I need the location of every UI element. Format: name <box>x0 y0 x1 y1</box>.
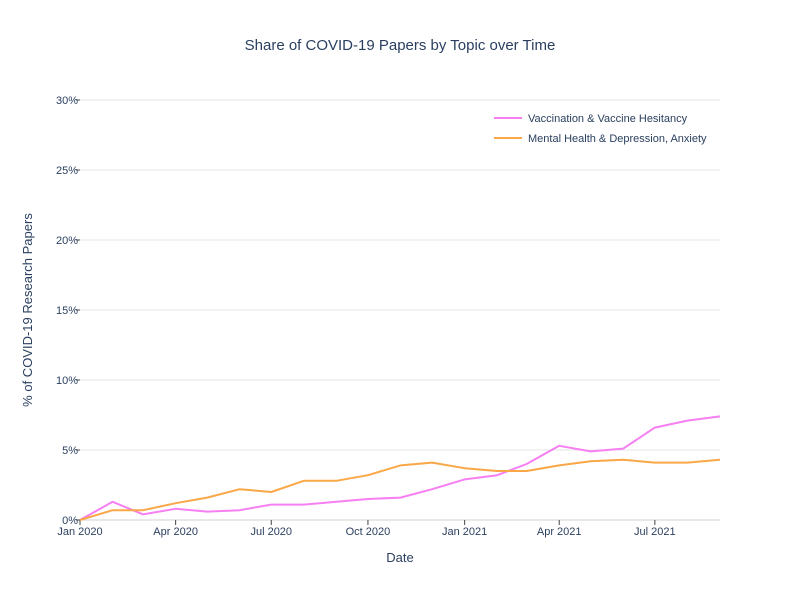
y-tick-label: 30% <box>56 95 78 107</box>
legend: Vaccination & Vaccine Hesitancy Mental He… <box>494 113 707 145</box>
y-tick-label: 20% <box>56 235 78 247</box>
grid <box>80 99 720 451</box>
x-tick-label: Jul 2021 <box>634 526 676 538</box>
chart-title: Share of COVID-19 Papers by Topic over T… <box>245 37 556 54</box>
x-tick-label: Jul 2020 <box>250 526 292 538</box>
axes: 0% 5% 10% 15% 20% 25% 30% Jan 2020 Apr 2020 Jul 2… <box>56 95 720 538</box>
y-tick-label: 5% <box>62 445 78 457</box>
x-tick-label: Apr 2021 <box>537 526 582 538</box>
y-tick-label: 10% <box>56 375 78 387</box>
series-line-2 <box>79 458 721 521</box>
legend-label: Mental Health & Depression, Anxiety <box>528 133 707 145</box>
x-axis-label: Date <box>386 550 413 565</box>
series-line-1 <box>79 415 721 521</box>
x-tick-label: Jan 2021 <box>442 526 487 538</box>
y-tick-label: 25% <box>56 165 78 177</box>
x-tick-label: Jan 2020 <box>57 526 102 538</box>
y-tick-label: 15% <box>56 305 78 317</box>
x-tick-label: Oct 2020 <box>346 526 391 538</box>
y-tick-label: 0% <box>62 515 78 527</box>
x-tick-label: Apr 2020 <box>153 526 198 538</box>
series-lines <box>79 415 721 521</box>
y-axis-label: % of COVID-19 Research Papers <box>20 213 35 407</box>
legend-label: Vaccination & Vaccine Hesitancy <box>528 113 688 125</box>
